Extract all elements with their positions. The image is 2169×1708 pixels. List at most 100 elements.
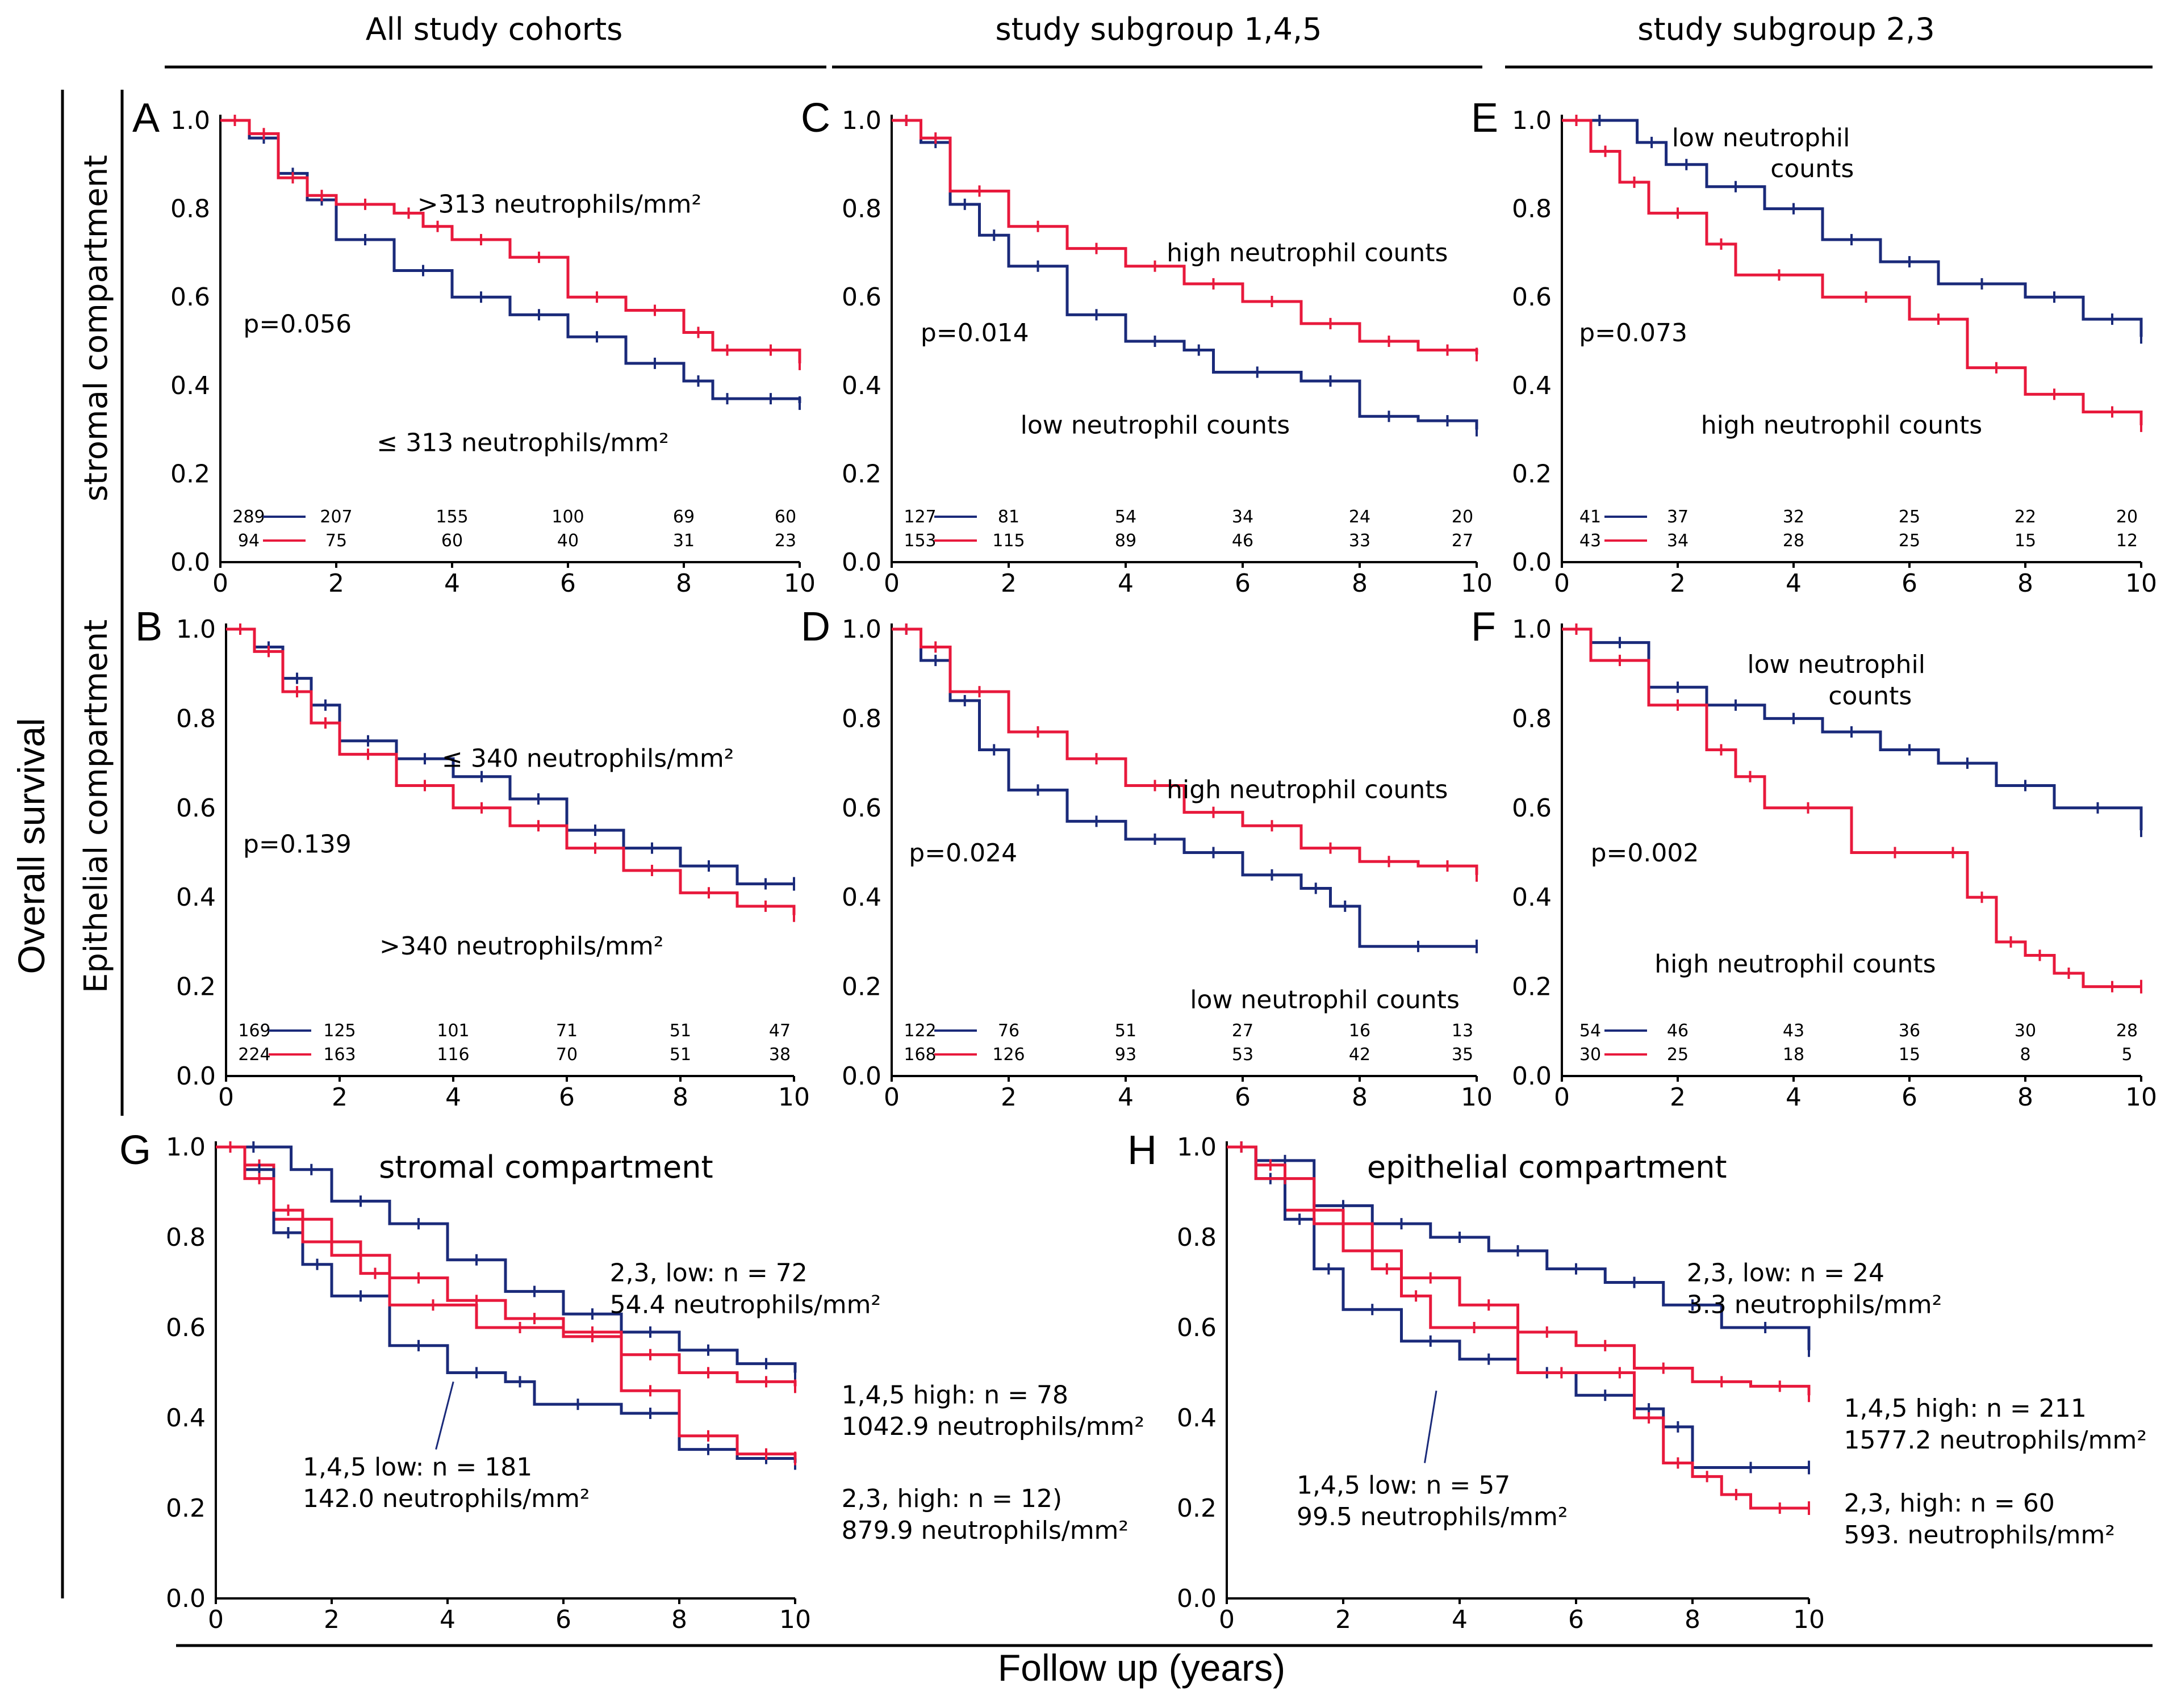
panel-H: H 0 2 4 6 8 10 0.0 0.2 0.4 0.6 0.8 1.0 epithelial com… bbox=[1127, 1128, 2147, 1634]
curve-annotation: 2,3, high: n = 60 bbox=[1844, 1489, 2055, 1518]
risk-count-high: 12 bbox=[2116, 531, 2138, 551]
risk-count-low: 24 bbox=[1349, 507, 1370, 527]
p-value: p=0.024 bbox=[909, 839, 1017, 868]
risk-count-low: 76 bbox=[998, 1021, 1019, 1041]
y-tick-label: 0.8 bbox=[170, 195, 210, 224]
panel-letter: A bbox=[132, 95, 160, 141]
y-tick-label: 0.4 bbox=[176, 883, 216, 912]
y-tick-label: 0.4 bbox=[842, 883, 881, 912]
x-tick-label: 4 bbox=[440, 1605, 455, 1634]
x-tick-label: 0 bbox=[1219, 1605, 1235, 1634]
y-tick-label: 0.6 bbox=[170, 283, 210, 312]
risk-count-high: 163 bbox=[323, 1045, 356, 1065]
x-tick-label: 2 bbox=[1670, 1083, 1686, 1112]
x-tick-label: 0 bbox=[884, 569, 900, 598]
x-tick-label: 8 bbox=[2017, 1083, 2033, 1112]
y-tick-label: 1.0 bbox=[170, 106, 210, 135]
y-tick-label: 0.6 bbox=[842, 283, 881, 312]
y-tick-label: 0.2 bbox=[842, 973, 881, 1002]
x-tick-label: 10 bbox=[2125, 569, 2157, 598]
x-tick-label: 2 bbox=[1670, 569, 1686, 598]
curve-annotation: 593. neutrophils/mm² bbox=[1844, 1521, 2115, 1550]
panel-D: D 0 2 4 6 8 10 0.0 0.2 0.4 0.6 0.8 1.0 p=0.024 high ne… bbox=[801, 604, 1493, 1112]
curve-annotation: counts bbox=[1770, 154, 1854, 183]
series-low-curve bbox=[1227, 1145, 1811, 1350]
risk-count-high: 224 bbox=[238, 1045, 270, 1065]
y-tick-label: 0.2 bbox=[176, 973, 216, 1002]
risk-count-low: 51 bbox=[1115, 1021, 1136, 1041]
x-tick-label: 2 bbox=[1001, 1083, 1017, 1112]
y-tick-label: 0.6 bbox=[842, 794, 881, 823]
curve-annotation: 54.4 neutrophils/mm² bbox=[610, 1290, 881, 1319]
x-tick-label: 10 bbox=[779, 1605, 811, 1634]
x-tick-label: 10 bbox=[1461, 569, 1493, 598]
x-tick-label: 8 bbox=[1352, 569, 1368, 598]
x-tick-label: 4 bbox=[1786, 1083, 1802, 1112]
y-tick-label: 1.0 bbox=[842, 106, 881, 135]
x-tick-label: 6 bbox=[560, 569, 576, 598]
risk-count-low: 20 bbox=[2116, 507, 2138, 527]
risk-count-high: 42 bbox=[1349, 1045, 1370, 1065]
y-tick-label: 0.4 bbox=[842, 371, 881, 400]
risk-count-high: 35 bbox=[1452, 1045, 1473, 1065]
risk-count-high: 31 bbox=[673, 531, 695, 551]
curve-annotation: low neutrophil bbox=[1672, 124, 1850, 153]
y-tick-label: 0.8 bbox=[166, 1223, 206, 1252]
x-tick-label: 2 bbox=[324, 1605, 340, 1634]
risk-count-high: 116 bbox=[437, 1045, 469, 1065]
x-tick-label: 2 bbox=[1335, 1605, 1351, 1634]
risk-count-high: 27 bbox=[1452, 531, 1473, 551]
column-title-all-cohorts: All study cohorts bbox=[366, 11, 623, 47]
risk-count-high: 43 bbox=[1579, 531, 1601, 551]
x-tick-label: 0 bbox=[1554, 1083, 1570, 1112]
risk-count-low: 60 bbox=[775, 507, 796, 527]
x-tick-label: 0 bbox=[1554, 569, 1570, 598]
panel-letter: E bbox=[1471, 95, 1498, 141]
y-tick-label: 0.6 bbox=[1512, 283, 1552, 312]
risk-count-low: 20 bbox=[1452, 507, 1473, 527]
y-tick-label: 0.8 bbox=[1512, 704, 1552, 733]
risk-count-low: 28 bbox=[2116, 1021, 2138, 1041]
risk-count-high: 126 bbox=[992, 1045, 1025, 1065]
x-tick-label: 8 bbox=[671, 1605, 687, 1634]
p-value: p=0.073 bbox=[1579, 319, 1687, 348]
series-high-curve bbox=[1227, 1145, 1809, 1510]
curve-annotation: low neutrophil counts bbox=[1190, 985, 1460, 1014]
risk-count-low: 43 bbox=[1783, 1021, 1804, 1041]
panel-title: epithelial compartment bbox=[1367, 1149, 1727, 1185]
y-tick-label: 1.0 bbox=[1512, 615, 1552, 644]
risk-count-high: 15 bbox=[2015, 531, 2036, 551]
y-tick-label: 1.0 bbox=[1512, 106, 1552, 135]
x-tick-label: 0 bbox=[218, 1083, 234, 1112]
curve-annotation: high neutrophil counts bbox=[1167, 776, 1448, 805]
series-low-curve bbox=[216, 1145, 797, 1463]
risk-count-low: 22 bbox=[2015, 507, 2036, 527]
series-low-curve bbox=[892, 627, 1477, 948]
curve-annotation: 2,3, low: n = 24 bbox=[1687, 1259, 1884, 1288]
x-tick-label: 8 bbox=[672, 1083, 688, 1112]
y-tick-label: 0.2 bbox=[1512, 973, 1552, 1002]
risk-count-low: 207 bbox=[320, 507, 352, 527]
curve-annotation: 142.0 neutrophils/mm² bbox=[303, 1484, 590, 1513]
p-value: p=0.139 bbox=[243, 830, 352, 859]
x-tick-label: 10 bbox=[1461, 1083, 1493, 1112]
x-tick-label: 6 bbox=[559, 1083, 575, 1112]
y-tick-label: 0.4 bbox=[170, 371, 210, 400]
y-tick-label: 0.8 bbox=[842, 195, 881, 224]
x-tick-label: 8 bbox=[1352, 1083, 1368, 1112]
x-tick-label: 10 bbox=[2125, 1083, 2157, 1112]
y-tick-label: 0.0 bbox=[170, 548, 210, 577]
risk-count-low: 69 bbox=[673, 507, 695, 527]
y-tick-label: 0.2 bbox=[1512, 459, 1552, 488]
y-tick-label: 0.6 bbox=[176, 794, 216, 823]
y-tick-label: 1.0 bbox=[166, 1133, 206, 1162]
curve-annotation: 2,3, high: n = 12) bbox=[842, 1484, 1063, 1513]
risk-count-low: 54 bbox=[1579, 1021, 1601, 1041]
y-tick-label: 0.8 bbox=[842, 704, 881, 733]
risk-count-high: 18 bbox=[1783, 1045, 1804, 1065]
risk-count-high: 70 bbox=[556, 1045, 578, 1065]
risk-count-low: 71 bbox=[556, 1021, 578, 1041]
y-tick-label: 0.4 bbox=[1512, 883, 1552, 912]
